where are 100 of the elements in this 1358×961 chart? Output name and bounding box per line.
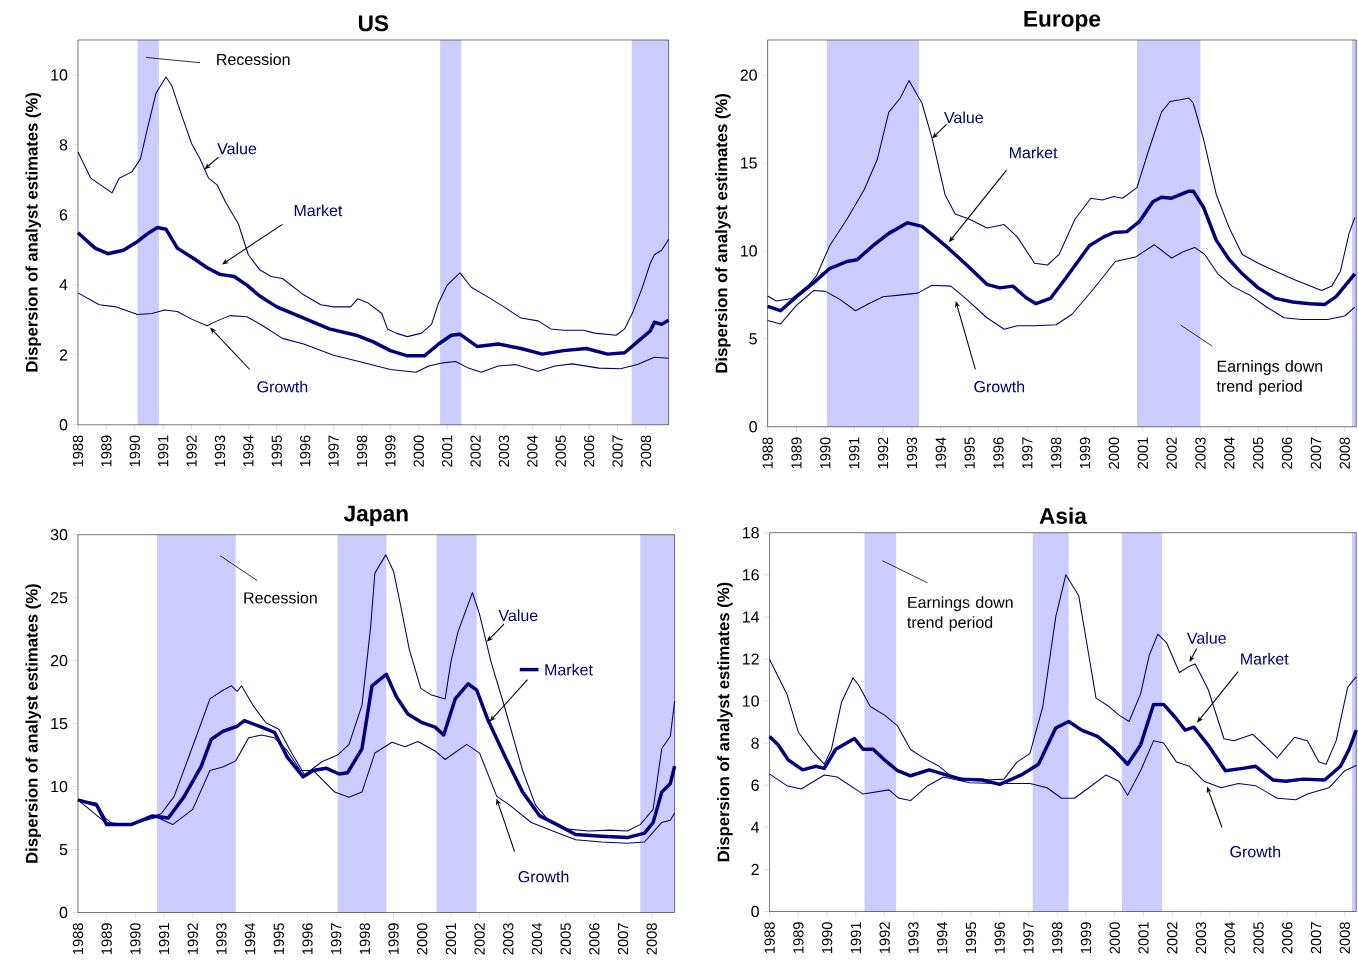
y-tick-label: 25 (50, 591, 68, 604)
chart-title: US (358, 14, 389, 32)
x-tick-label: 2001 (445, 923, 457, 955)
x-tick-label: 2008 (1339, 921, 1350, 954)
x-tick-label: 2000 (1109, 921, 1120, 954)
x-tick-label: 1997 (1022, 437, 1033, 469)
x-tick-label: 1992 (186, 435, 197, 467)
series-label: Growth (518, 870, 569, 883)
x-tick-label: 1997 (330, 923, 342, 954)
x-tick-label: 2007 (1310, 922, 1322, 954)
band-label: Recession (217, 53, 290, 65)
y-tick-label: 15 (51, 717, 68, 729)
series-label: Value (1186, 631, 1226, 644)
x-tick-label: 2004 (527, 435, 538, 467)
legend-label: Market (545, 663, 593, 676)
x-tick-label: 2005 (1252, 437, 1264, 469)
y-tick-label: 0 (749, 420, 757, 433)
y-tick-label: 12 (742, 653, 759, 665)
x-tick-label: 1999 (388, 923, 399, 954)
x-tick-label: 2002 (474, 923, 485, 955)
x-tick-label: 2003 (503, 922, 514, 955)
chart-title: Europe (1024, 10, 1101, 32)
x-tick-label: 1996 (993, 437, 1004, 469)
x-tick-label: 1988 (762, 437, 773, 469)
series-label: Value (217, 142, 257, 155)
x-tick-label: 2005 (555, 435, 566, 467)
x-tick-label: 1992 (877, 437, 889, 469)
y-axis-title: Dispersion of analyst estimates (%) (25, 92, 41, 372)
x-tick-label: 1988 (764, 921, 775, 953)
band-label: Earnings down trend period (1216, 359, 1323, 395)
y-tick-label: 10 (742, 695, 759, 707)
y-tick-label: 14 (742, 611, 760, 623)
y-tick-label: 20 (740, 69, 757, 81)
text: Market (1009, 146, 1058, 159)
x-tick-label: 1995 (965, 921, 977, 953)
x-tick-label: 2003 (498, 435, 510, 467)
text: Market (1241, 652, 1289, 665)
x-tick-label: 2000 (413, 435, 424, 467)
text: Growth (1230, 845, 1281, 858)
x-tick-label: 1996 (302, 922, 313, 954)
x-tick-label: 1994 (935, 437, 946, 469)
x-tick-label: 1995 (273, 922, 284, 954)
y-tick-label: 15 (740, 157, 757, 169)
x-tick-label: 2001 (1137, 437, 1148, 469)
x-tick-label: 1999 (1079, 437, 1091, 469)
x-tick-label: 2001 (441, 435, 453, 467)
x-tick-label: 2002 (470, 435, 481, 467)
text: Growth (974, 380, 1025, 393)
x-tick-label: 1994 (936, 921, 948, 953)
x-tick-label: 2008 (640, 435, 652, 467)
x-tick-label: 1988 (72, 922, 84, 954)
x-tick-label: 2006 (1282, 921, 1293, 954)
x-tick-label: 2004 (1224, 437, 1235, 469)
y-tick-label: 18 (742, 526, 759, 539)
y-tick-label: 6 (751, 779, 759, 791)
x-tick-label: 1998 (1052, 921, 1063, 953)
x-tick-label: 1988 (72, 435, 84, 467)
x-tick-label: 1993 (908, 921, 919, 953)
text: Growth (257, 380, 308, 393)
x-tick-label: 2000 (1108, 437, 1120, 469)
x-tick-label: 1993 (906, 437, 918, 469)
x-tick-label: 2002 (1166, 437, 1177, 469)
y-tick-label: 4 (59, 279, 68, 291)
x-tick-label: 2005 (560, 922, 571, 955)
x-tick-label: 1991 (157, 435, 169, 467)
x-tick-label: 2003 (1195, 921, 1207, 954)
y-tick-label: 2 (751, 863, 759, 875)
y-tick-label: 0 (59, 906, 68, 918)
y-tick-label: 10 (740, 245, 757, 257)
x-tick-label: 1997 (328, 435, 339, 467)
x-tick-label: 1989 (101, 435, 112, 467)
x-tick-label: 1991 (158, 923, 170, 954)
x-tick-label: 1993 (216, 922, 227, 954)
y-tick-label: 10 (51, 69, 68, 81)
x-tick-label: 1989 (793, 922, 804, 953)
y-tick-label: 2 (59, 348, 68, 361)
y-tick-label: 30 (50, 528, 68, 541)
band-label: Recession (244, 591, 317, 604)
y-tick-label: 10 (51, 780, 68, 792)
x-tick-label: 1998 (356, 435, 368, 467)
y-tick-label: 8 (59, 139, 68, 151)
x-tick-label: 1989 (101, 923, 112, 954)
x-tick-label: 2008 (1339, 437, 1350, 469)
y-axis-title: Dispersion of analyst estimates (%) (25, 583, 41, 863)
x-tick-label: 1996 (994, 921, 1005, 953)
y-tick-label: 5 (59, 843, 68, 855)
x-tick-label: 1991 (848, 437, 860, 469)
x-tick-label: 1990 (821, 921, 833, 953)
x-tick-label: 1999 (1080, 922, 1092, 953)
x-tick-label: 2007 (617, 923, 629, 955)
y-tick-label: 16 (742, 568, 759, 581)
x-tick-label: 2000 (417, 922, 428, 955)
chart-title: Japan (343, 505, 408, 526)
y-tick-label: 0 (59, 418, 68, 431)
x-tick-label: 1991 (850, 922, 862, 953)
x-tick-label: 1995 (964, 437, 975, 469)
x-tick-label: 2001 (1138, 922, 1149, 954)
band-label: Earnings down trend period (907, 596, 1013, 631)
x-tick-label: 1990 (820, 437, 831, 469)
y-tick-label: 5 (749, 333, 757, 345)
